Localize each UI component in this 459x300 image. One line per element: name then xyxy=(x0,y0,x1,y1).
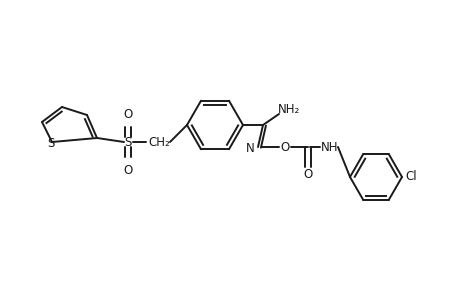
Text: NH: NH xyxy=(320,140,338,154)
Text: S: S xyxy=(124,136,131,148)
Text: Cl: Cl xyxy=(404,170,416,184)
Text: NH₂: NH₂ xyxy=(277,103,299,116)
Text: O: O xyxy=(123,107,132,121)
Text: O: O xyxy=(123,164,132,176)
Text: N: N xyxy=(245,142,254,154)
Text: S: S xyxy=(47,136,55,149)
Text: O: O xyxy=(303,169,312,182)
Text: O: O xyxy=(280,140,289,154)
Text: CH₂: CH₂ xyxy=(148,136,169,148)
